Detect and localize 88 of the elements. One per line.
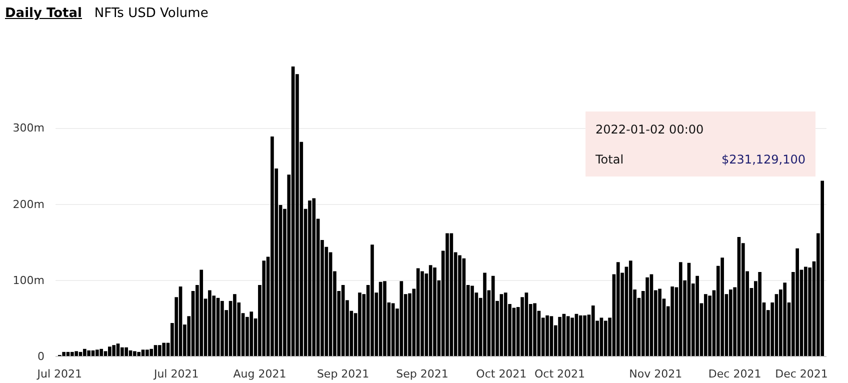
bar [370, 244, 374, 356]
bar [416, 268, 420, 356]
bar [262, 260, 266, 356]
bar [428, 265, 432, 356]
bar [758, 272, 762, 356]
y-tick-label: 200m [12, 198, 45, 211]
bar [658, 288, 662, 356]
bar [628, 260, 632, 356]
bar [137, 352, 141, 356]
bar [220, 300, 224, 356]
bar [483, 272, 486, 356]
bar [124, 347, 128, 356]
bar [420, 271, 424, 356]
annotation: $231,129,100 [722, 152, 806, 166]
bar [670, 286, 674, 356]
bar [583, 315, 586, 356]
bar [158, 345, 162, 356]
bar [796, 248, 799, 356]
x-tick-label: Sep 2021 [316, 368, 370, 380]
x-tick-label: Jul 2021 [36, 368, 82, 380]
x-tick-label: Sep 2021 [396, 368, 448, 380]
bar [604, 320, 608, 356]
bar [678, 262, 682, 356]
bar [646, 277, 649, 356]
bar [270, 136, 274, 356]
bar [150, 348, 154, 356]
bar [74, 351, 78, 356]
bar [250, 312, 254, 356]
bar [62, 352, 66, 356]
y-tick-label: 0 [38, 350, 44, 363]
bar [546, 315, 549, 356]
bar [100, 348, 104, 356]
bar [120, 347, 124, 356]
x-tick-label: Nov 2021 [629, 368, 682, 380]
bar [383, 281, 386, 356]
x-tick-label: Aug 2021 [233, 368, 286, 380]
bar [458, 255, 462, 356]
bar [291, 66, 295, 356]
annotation: 2022-01-02 00:00 [596, 122, 704, 136]
bar [408, 293, 412, 356]
bar [533, 303, 536, 356]
bar [358, 292, 362, 356]
chart-subtitle: NFTs USD Volume [94, 6, 208, 21]
bar [208, 290, 212, 356]
bar [591, 306, 595, 356]
bar [804, 266, 808, 356]
x-tick-label: Oct 2021 [476, 368, 527, 380]
x-tick-label: Dec 2021 [708, 368, 762, 380]
bar [728, 290, 732, 356]
bar [737, 237, 741, 356]
bar [96, 350, 99, 356]
y-tick-label: 300m [12, 122, 45, 135]
bar [308, 200, 312, 356]
bar [146, 350, 149, 356]
bar [312, 198, 316, 356]
bar [450, 233, 454, 356]
bar [566, 316, 570, 356]
bar [720, 258, 724, 356]
bar [504, 292, 508, 356]
bar [820, 180, 824, 356]
x-tick-label: Dec 2021 [775, 368, 828, 380]
bar [470, 286, 474, 356]
bar [162, 342, 166, 356]
bar [112, 345, 116, 356]
x-tick-label: Oct 2021 [534, 368, 586, 380]
bar [70, 352, 74, 356]
bar [87, 350, 91, 356]
x-tick-label: Jul 2021 [152, 368, 199, 380]
bar [704, 294, 708, 356]
bar [108, 346, 112, 356]
bar [233, 294, 236, 356]
bar [570, 318, 574, 356]
bar [433, 267, 436, 356]
bar [578, 315, 582, 356]
bar [83, 348, 86, 356]
bar [446, 233, 449, 356]
bar [391, 303, 395, 356]
y-tick-label: 100m [12, 274, 45, 287]
bar [200, 270, 204, 356]
bar [400, 281, 404, 356]
bar [616, 262, 620, 356]
bar [696, 276, 699, 356]
bar [558, 316, 562, 356]
bar [783, 282, 786, 356]
bar [133, 351, 136, 356]
chart-title: Daily Total [5, 6, 82, 21]
bar [491, 276, 495, 356]
annotation: Total [594, 152, 624, 166]
